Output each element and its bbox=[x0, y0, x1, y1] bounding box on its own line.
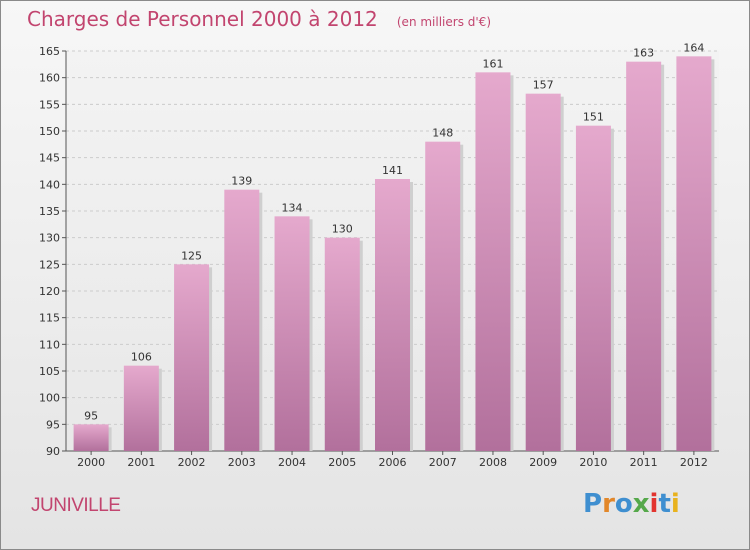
x-tick-label: 2009 bbox=[529, 456, 557, 469]
logo-letter: i bbox=[649, 489, 659, 519]
title-row: Charges de Personnel 2000 à 2012 (en mil… bbox=[27, 7, 491, 31]
bar-value-label: 141 bbox=[382, 164, 403, 177]
x-tick-label: 2005 bbox=[328, 456, 356, 469]
y-tick-label: 120 bbox=[39, 285, 60, 298]
x-tick-label: 2000 bbox=[77, 456, 105, 469]
bar bbox=[475, 72, 511, 451]
y-tick-label: 165 bbox=[39, 45, 60, 58]
bar-value-label: 157 bbox=[533, 79, 554, 92]
bar-value-label: 95 bbox=[84, 409, 98, 422]
y-tick-label: 90 bbox=[46, 445, 60, 458]
logo-letter: P bbox=[583, 489, 603, 519]
x-tick-label: 2004 bbox=[278, 456, 306, 469]
bar-value-label: 148 bbox=[432, 127, 453, 140]
y-tick-label: 105 bbox=[39, 365, 60, 378]
y-tick-label: 125 bbox=[39, 258, 60, 271]
bar-value-label: 163 bbox=[633, 47, 654, 60]
logo-letter: x bbox=[632, 489, 650, 519]
y-tick-label: 100 bbox=[39, 392, 60, 405]
bar-value-label: 151 bbox=[583, 111, 604, 124]
bar-value-label: 139 bbox=[231, 175, 252, 188]
x-tick-label: 2007 bbox=[429, 456, 457, 469]
logo-letter: i bbox=[670, 489, 680, 519]
bar-value-label: 164 bbox=[683, 41, 704, 54]
bar-value-label: 161 bbox=[482, 57, 503, 70]
y-tick-label: 95 bbox=[46, 418, 60, 431]
bar-value-label: 125 bbox=[181, 249, 202, 262]
bar bbox=[224, 189, 260, 451]
place-name: JUNIVILLE bbox=[31, 495, 121, 516]
bar bbox=[575, 125, 611, 452]
logo-letter: o bbox=[614, 489, 633, 519]
x-tick-label: 2008 bbox=[479, 456, 507, 469]
bar bbox=[626, 61, 662, 452]
y-tick-label: 135 bbox=[39, 205, 60, 218]
bar-value-label: 134 bbox=[282, 201, 303, 214]
logo-letter: t bbox=[658, 489, 671, 519]
x-tick-label: 2011 bbox=[630, 456, 658, 469]
y-tick-label: 140 bbox=[39, 178, 60, 191]
bar bbox=[676, 56, 712, 451]
bar-value-label: 130 bbox=[332, 223, 353, 236]
x-tick-label: 2010 bbox=[579, 456, 607, 469]
chart-subtitle: (en milliers d'€) bbox=[396, 15, 491, 29]
y-tick-label: 115 bbox=[39, 312, 60, 325]
x-tick-label: 2012 bbox=[680, 456, 708, 469]
x-tick-label: 2002 bbox=[178, 456, 206, 469]
x-tick-label: 2001 bbox=[127, 456, 155, 469]
y-tick-label: 145 bbox=[39, 152, 60, 165]
y-tick-label: 130 bbox=[39, 232, 60, 245]
bar bbox=[174, 264, 210, 451]
x-tick-label: 2003 bbox=[228, 456, 256, 469]
bar bbox=[375, 179, 410, 451]
proxiti-logo: Proxiti bbox=[583, 489, 680, 519]
y-tick-label: 110 bbox=[39, 338, 60, 351]
bar bbox=[73, 424, 109, 451]
bar bbox=[525, 93, 561, 452]
logo-letter: r bbox=[602, 489, 615, 519]
y-tick-label: 150 bbox=[39, 125, 60, 138]
x-tick-label: 2006 bbox=[379, 456, 407, 469]
bar-value-label: 106 bbox=[131, 351, 152, 364]
bar bbox=[425, 141, 461, 451]
bar bbox=[123, 365, 159, 451]
chart-title: Charges de Personnel 2000 à 2012 bbox=[27, 7, 378, 31]
bar bbox=[324, 237, 360, 451]
bar bbox=[274, 216, 310, 451]
y-tick-label: 155 bbox=[39, 98, 60, 111]
y-tick-label: 160 bbox=[39, 72, 60, 85]
